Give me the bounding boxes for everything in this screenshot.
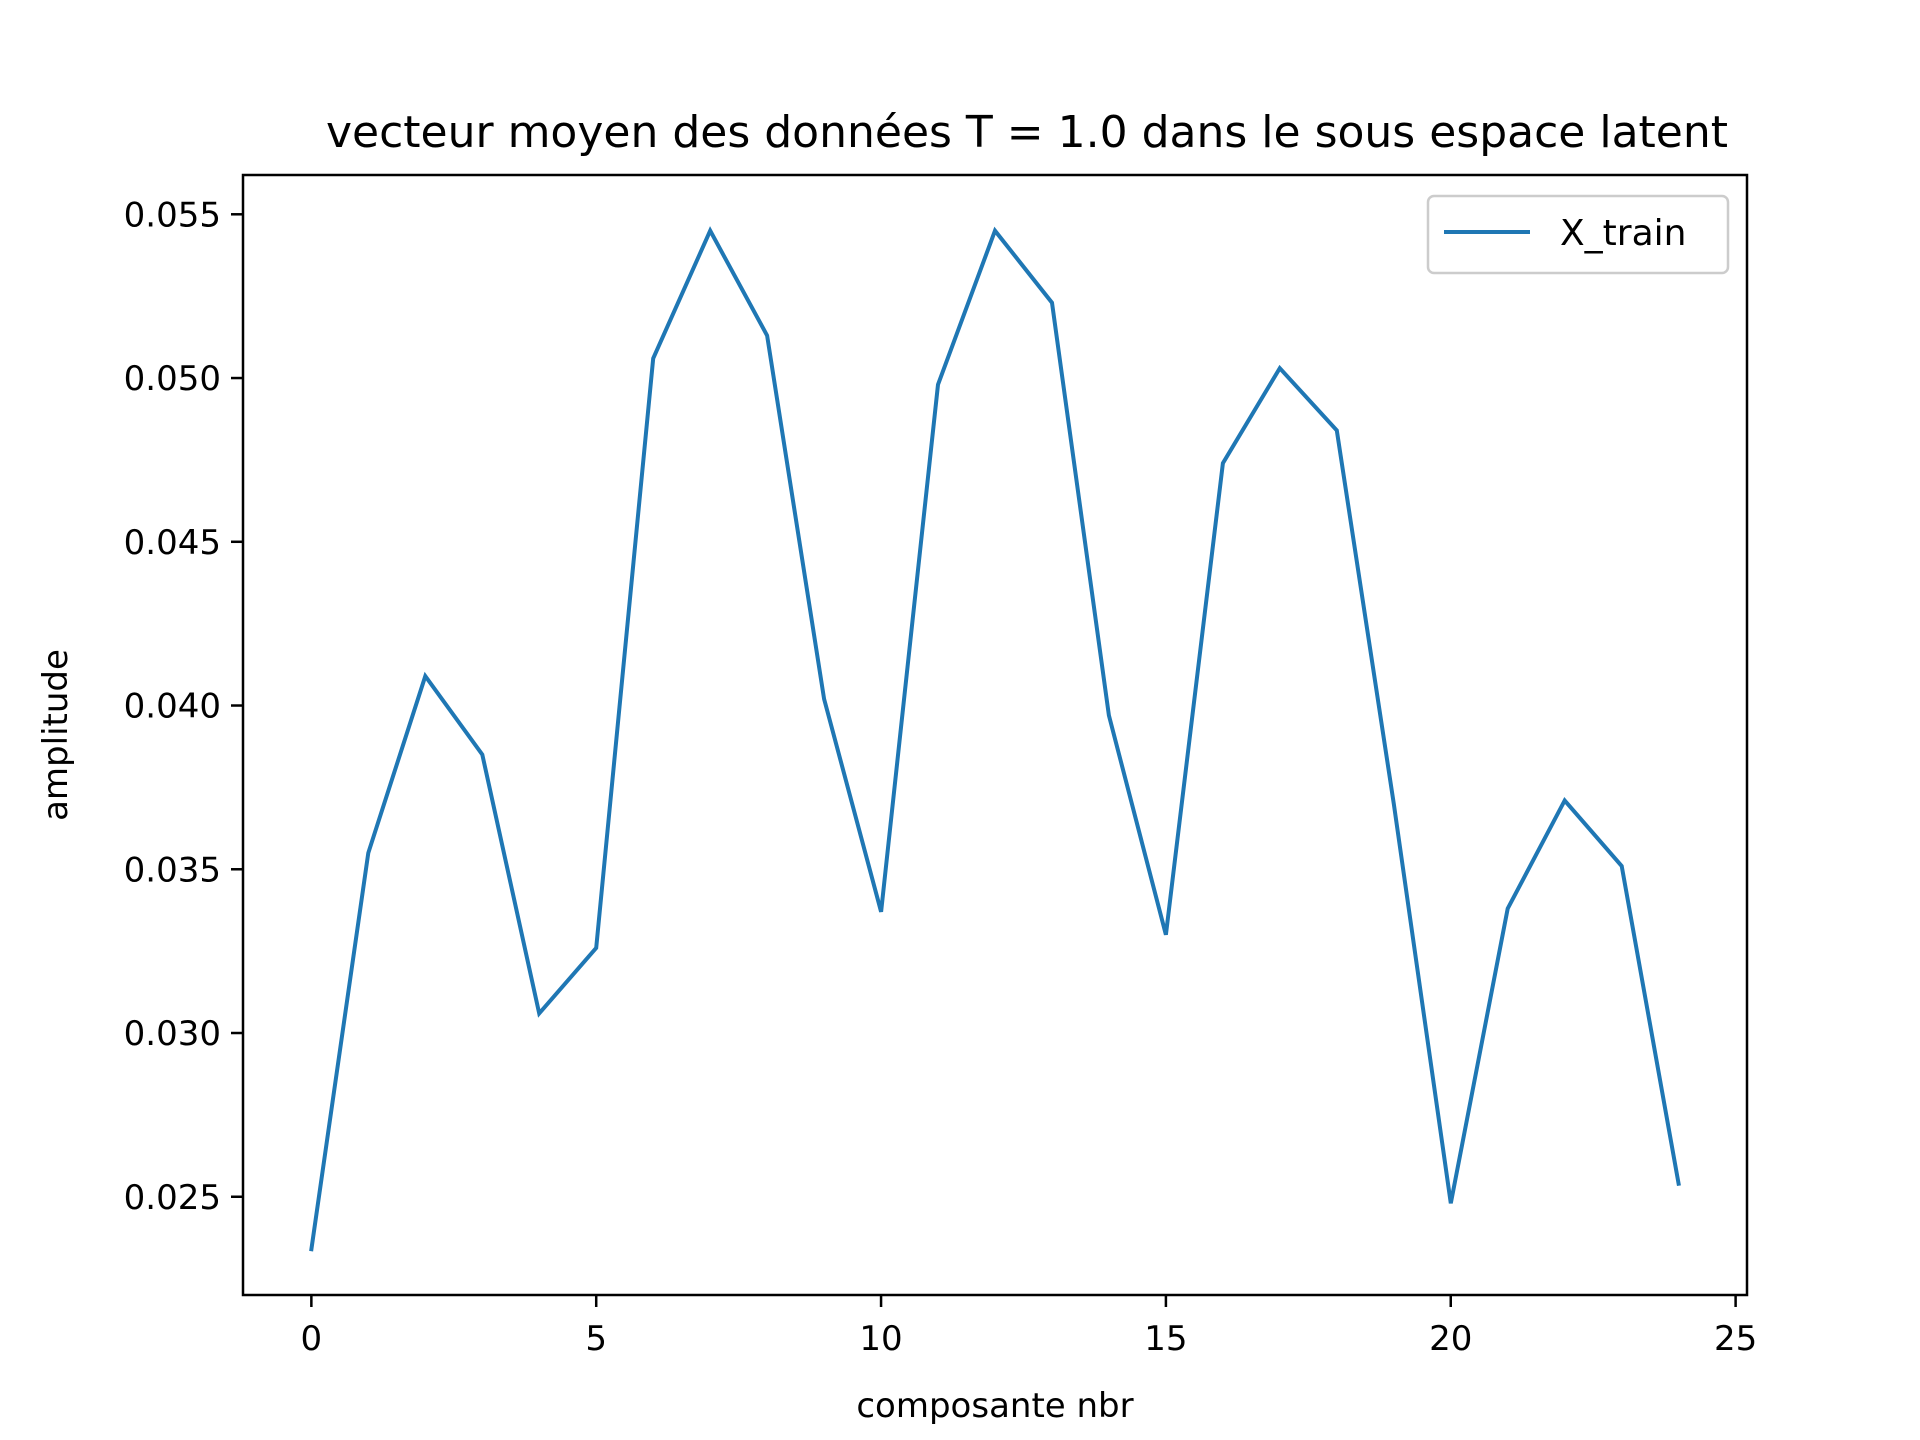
x-tick-label: 10	[859, 1319, 902, 1359]
y-tick-label: 0.050	[124, 359, 221, 399]
x-axis-label: composante nbr	[856, 1386, 1133, 1426]
y-tick-label: 0.055	[124, 195, 221, 235]
plot-frame	[241, 173, 1749, 1297]
y-tick-label: 0.045	[124, 523, 221, 563]
series-layer	[309, 226, 1681, 1252]
x-tick-label: 15	[1144, 1319, 1187, 1359]
y-tick-label: 0.030	[124, 1014, 221, 1054]
legend: X_train	[1426, 194, 1730, 275]
y-tick-label: 0.035	[124, 850, 221, 890]
y-tick-label: 0.040	[124, 687, 221, 727]
y-tick-label: 0.025	[124, 1178, 221, 1218]
plot-area: 0 5 10 15 20 25 0.025 0.030 0.035 0.040 0.045 0.05…	[124, 173, 1757, 1359]
y-axis-ticks: 0.025 0.030 0.035 0.040 0.045 0.050 0.055	[124, 195, 243, 1218]
x-tick-label: 5	[585, 1319, 607, 1359]
legend-label: X_train	[1560, 213, 1686, 254]
y-axis-label: amplitude	[36, 649, 76, 821]
x-axis-ticks: 0 5 10 15 20 25	[301, 1295, 1757, 1359]
x-tick-label: 25	[1714, 1319, 1757, 1359]
legend-box	[1426, 194, 1730, 275]
x-tick-label: 20	[1429, 1319, 1472, 1359]
chart-title: vecteur moyen des données T = 1.0 dans l…	[326, 107, 1728, 158]
x-tick-label: 0	[301, 1319, 323, 1359]
series-line-x-train	[309, 226, 1681, 1252]
